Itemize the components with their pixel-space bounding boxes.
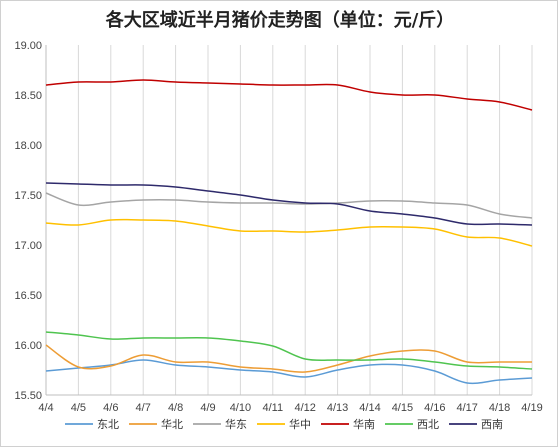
x-tick-label: 4/6: [103, 402, 118, 414]
series-line-西南: [45, 182, 533, 226]
y-tick-label: 17.00: [14, 240, 42, 252]
y-tick-label: 18.00: [14, 140, 42, 152]
legend-label: 华中: [289, 417, 311, 431]
y-tick-label: 16.00: [14, 340, 42, 352]
x-tick-label: 4/13: [327, 402, 348, 414]
x-tick-label: 4/17: [456, 402, 477, 414]
legend-label: 东北: [97, 418, 119, 431]
legend-label: 西南: [481, 418, 503, 431]
series-line-西北: [45, 331, 533, 370]
axes: 15.50 16.00 16.50 17.00 17.50 18.00 18.50 19.00…: [14, 40, 542, 414]
series-line-华北: [45, 344, 532, 373]
x-tick-label: 4/14: [359, 402, 380, 414]
series-line-东北: [45, 359, 533, 385]
legend-label: 华东: [225, 417, 247, 431]
x-tick-label: 4/19: [521, 402, 542, 414]
series-line-华东: [45, 192, 533, 219]
x-tick-label: 4/11: [263, 402, 284, 414]
series-line-华南: [45, 79, 533, 111]
y-tick-label: 19.00: [14, 40, 42, 52]
x-tick-label: 4/9: [200, 402, 215, 414]
x-tick-label: 4/18: [489, 402, 510, 414]
series-line-华中: [45, 218, 533, 247]
x-tick-label: 4/10: [230, 402, 251, 414]
x-tick-label: 4/16: [424, 402, 445, 414]
legend-label: 华南: [353, 417, 375, 431]
x-tick-label: 4/5: [71, 402, 86, 414]
legend: 东北 华北 华东 华中 华南 西北 西南: [65, 417, 503, 431]
y-tick-label: 16.50: [14, 290, 42, 302]
grid-lines: [77, 45, 533, 395]
x-tick-label: 4/15: [392, 402, 413, 414]
series-lines: [45, 79, 533, 385]
legend-label: 华北: [161, 417, 183, 431]
x-tick-label: 4/12: [294, 402, 315, 414]
x-tick-label: 4/8: [168, 402, 183, 414]
chart-title: 各大区域近半月猪价走势图（单位：元/斤）: [105, 9, 455, 31]
legend-label: 西北: [417, 418, 439, 431]
x-tick-label: 4/4: [38, 402, 53, 414]
y-tick-label: 18.50: [14, 90, 42, 102]
y-tick-label: 15.50: [14, 390, 42, 402]
y-tick-label: 17.50: [14, 190, 42, 202]
x-tick-label: 4/7: [136, 402, 151, 414]
